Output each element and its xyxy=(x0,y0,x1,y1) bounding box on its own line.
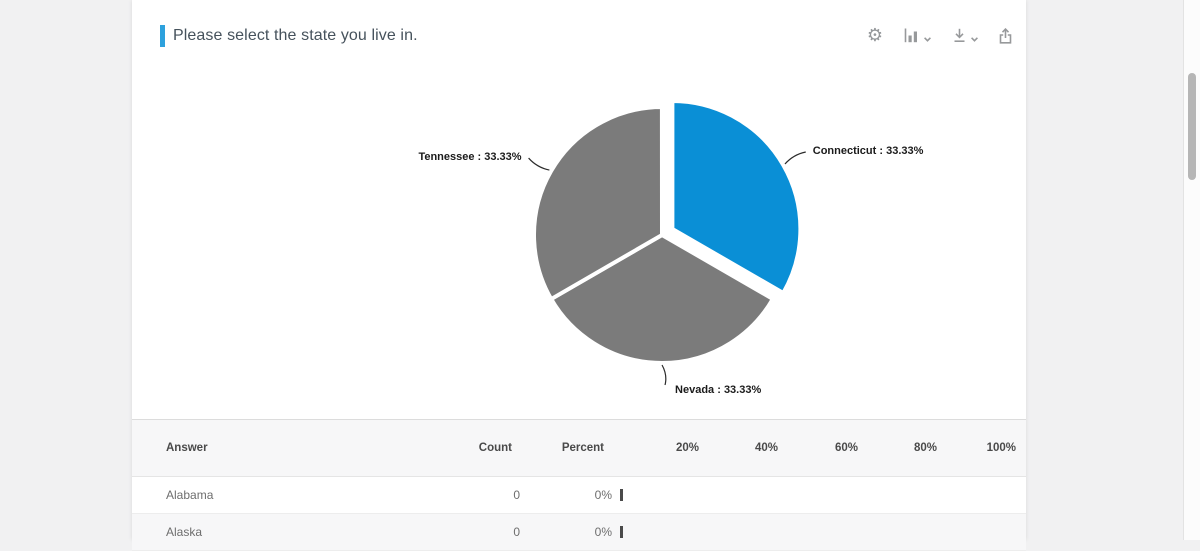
share-icon xyxy=(999,27,1012,44)
table-header: Answer Count Percent 20% 40% 60% 80% 100… xyxy=(132,419,1026,477)
pie-leader-tennessee xyxy=(528,157,550,171)
answer-cell: Alabama xyxy=(166,488,214,502)
question-title: Please select the state you live in. xyxy=(173,26,418,44)
download-button[interactable] xyxy=(952,28,978,43)
chevron-down-icon xyxy=(971,37,978,42)
pie-label-connecticut: Connecticut : 33.33% xyxy=(813,145,924,157)
toolbar: ⚙ xyxy=(866,24,1012,46)
card-header: Please select the state you live in. ⚙ xyxy=(132,0,1026,55)
scrollbar-thumb[interactable] xyxy=(1188,73,1196,180)
download-icon xyxy=(954,28,965,42)
pie-leader-nevada xyxy=(661,364,667,386)
count-cell: 0 xyxy=(513,525,520,539)
col-answer: Answer xyxy=(166,442,208,454)
pie-slice-connecticut[interactable] xyxy=(670,98,803,295)
col-percent: Percent xyxy=(561,442,604,454)
pie-slice-tennessee[interactable] xyxy=(532,105,664,302)
table-row-alabama: Alabama 0 0% xyxy=(132,477,1026,514)
col-20: 20% xyxy=(675,442,699,454)
settings-button[interactable]: ⚙ xyxy=(866,24,883,46)
pie-label-tennessee: Tennessee : 33.33% xyxy=(418,151,521,163)
percent-bar xyxy=(620,489,623,501)
bar-cell xyxy=(612,477,1026,513)
gear-icon: ⚙ xyxy=(866,24,883,46)
pie-slice-nevada[interactable] xyxy=(549,233,775,365)
percent-bar xyxy=(620,526,623,538)
answer-cell: Alaska xyxy=(166,525,203,539)
col-100: 100% xyxy=(986,442,1016,454)
percent-cell: 0% xyxy=(594,488,612,502)
col-count: Count xyxy=(478,442,512,454)
col-scale: 20% 40% 60% 80% 100% xyxy=(612,420,1026,476)
scrollbar xyxy=(1183,0,1200,540)
col-40: 40% xyxy=(754,442,778,454)
bar-cell xyxy=(612,514,1026,550)
pie-label-nevada: Nevada : 33.33% xyxy=(675,384,761,396)
chart-type-button[interactable] xyxy=(904,28,931,43)
pie-leader-connecticut xyxy=(784,151,806,165)
accent-bar xyxy=(160,24,165,47)
count-cell: 0 xyxy=(513,488,520,502)
pie-chart: Connecticut : 33.33% Nevada : 33.33% Tenne… xyxy=(418,98,924,396)
percent-cell: 0% xyxy=(594,525,612,539)
col-80: 80% xyxy=(913,442,937,454)
answers-table: Answer Count Percent 20% 40% 60% 80% 100… xyxy=(132,419,1026,551)
chevron-down-icon xyxy=(924,37,931,42)
share-button[interactable] xyxy=(999,27,1012,44)
question-card: Please select the state you live in. ⚙ xyxy=(132,0,1026,551)
table-row-alaska: Alaska 0 0% xyxy=(132,514,1026,551)
col-60: 60% xyxy=(834,442,858,454)
bar-chart-icon xyxy=(904,28,917,43)
